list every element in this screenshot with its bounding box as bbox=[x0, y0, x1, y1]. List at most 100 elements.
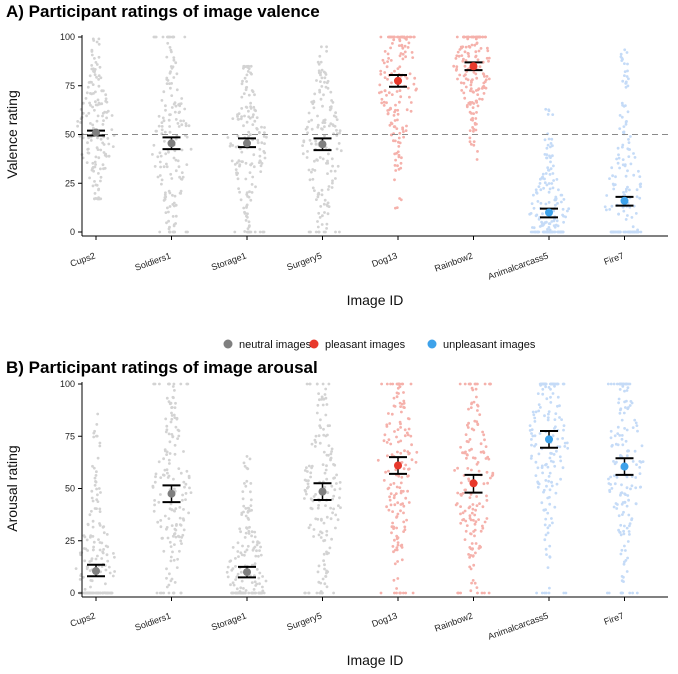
raw-point-storage1 bbox=[245, 80, 249, 83]
raw-point-fire7 bbox=[621, 143, 625, 147]
raw-point-animalcarcass5 bbox=[547, 109, 551, 113]
raw-point-cups2 bbox=[101, 525, 105, 529]
raw-point-surgery5 bbox=[323, 471, 327, 475]
raw-point-fire7 bbox=[627, 155, 631, 159]
raw-point-fire7 bbox=[626, 386, 630, 390]
raw-point-storage1 bbox=[261, 575, 264, 578]
raw-point-dog13 bbox=[401, 127, 405, 131]
raw-point-rainbow2 bbox=[467, 553, 470, 556]
raw-point-soldiers1 bbox=[179, 539, 183, 543]
raw-point-surgery5 bbox=[322, 93, 325, 97]
raw-point-animalcarcass5 bbox=[546, 465, 550, 469]
raw-point-surgery5 bbox=[338, 131, 341, 135]
raw-point-soldiers1 bbox=[169, 559, 173, 563]
raw-point-soldiers1 bbox=[180, 171, 184, 175]
raw-point-dog13 bbox=[395, 591, 398, 595]
raw-point-dog13 bbox=[402, 399, 406, 403]
raw-point-cups2 bbox=[98, 444, 102, 448]
raw-point-surgery5 bbox=[304, 490, 308, 493]
raw-point-cups2 bbox=[86, 565, 89, 569]
raw-point-cups2 bbox=[96, 197, 100, 201]
raw-point-soldiers1 bbox=[152, 509, 156, 513]
raw-point-soldiers1 bbox=[162, 199, 166, 202]
raw-point-animalcarcass5 bbox=[566, 446, 570, 450]
raw-point-surgery5 bbox=[324, 575, 328, 578]
raw-point-soldiers1 bbox=[178, 175, 182, 179]
raw-point-animalcarcass5 bbox=[552, 460, 555, 464]
raw-point-fire7 bbox=[623, 48, 627, 52]
raw-point-soldiers1 bbox=[163, 193, 167, 197]
raw-point-soldiers1 bbox=[165, 585, 169, 589]
raw-point-cups2 bbox=[99, 148, 103, 152]
raw-point-storage1 bbox=[245, 455, 249, 458]
raw-point-dog13 bbox=[408, 95, 411, 99]
raw-point-cups2 bbox=[90, 509, 93, 513]
raw-point-surgery5 bbox=[323, 76, 327, 80]
raw-point-storage1 bbox=[243, 230, 247, 233]
raw-point-fire7 bbox=[635, 424, 639, 427]
raw-point-rainbow2 bbox=[482, 81, 486, 85]
raw-point-dog13 bbox=[380, 97, 384, 101]
raw-point-cups2 bbox=[93, 73, 97, 77]
raw-point-soldiers1 bbox=[182, 119, 186, 123]
raw-point-rainbow2 bbox=[468, 514, 472, 518]
raw-point-surgery5 bbox=[332, 463, 335, 466]
raw-point-fire7 bbox=[625, 504, 629, 508]
raw-point-dog13 bbox=[392, 114, 396, 117]
raw-point-dog13 bbox=[397, 153, 401, 157]
raw-point-soldiers1 bbox=[167, 227, 171, 231]
raw-point-dog13 bbox=[383, 76, 387, 79]
raw-point-dog13 bbox=[383, 433, 387, 437]
raw-point-fire7 bbox=[623, 163, 627, 167]
raw-point-surgery5 bbox=[333, 124, 337, 128]
raw-point-rainbow2 bbox=[472, 112, 475, 115]
raw-point-cups2 bbox=[92, 591, 96, 595]
raw-point-animalcarcass5 bbox=[544, 382, 548, 386]
raw-point-surgery5 bbox=[326, 188, 330, 191]
raw-point-soldiers1 bbox=[162, 119, 166, 123]
raw-point-rainbow2 bbox=[469, 89, 472, 93]
raw-point-cups2 bbox=[91, 37, 95, 41]
raw-point-cups2 bbox=[90, 579, 94, 583]
legend-label-pleasant: pleasant images bbox=[325, 339, 406, 351]
raw-point-rainbow2 bbox=[464, 85, 468, 89]
raw-point-animalcarcass5 bbox=[541, 382, 545, 386]
raw-point-animalcarcass5 bbox=[547, 190, 551, 194]
raw-point-surgery5 bbox=[323, 567, 326, 571]
raw-point-cups2 bbox=[90, 557, 94, 560]
raw-point-cups2 bbox=[91, 464, 94, 468]
raw-point-storage1 bbox=[258, 549, 261, 552]
raw-point-soldiers1 bbox=[172, 591, 176, 595]
x-tick-label-cups2: Cups2 bbox=[69, 250, 97, 268]
raw-point-surgery5 bbox=[316, 125, 320, 129]
raw-point-rainbow2 bbox=[488, 382, 491, 386]
raw-point-dog13 bbox=[393, 430, 396, 433]
raw-point-soldiers1 bbox=[155, 591, 159, 595]
raw-point-rainbow2 bbox=[472, 102, 476, 105]
raw-point-soldiers1 bbox=[167, 382, 171, 386]
raw-point-animalcarcass5 bbox=[548, 502, 552, 506]
raw-point-surgery5 bbox=[319, 60, 323, 64]
raw-point-storage1 bbox=[250, 72, 253, 76]
raw-point-rainbow2 bbox=[459, 505, 462, 508]
raw-point-dog13 bbox=[396, 541, 400, 544]
raw-point-soldiers1 bbox=[158, 174, 162, 177]
raw-point-soldiers1 bbox=[168, 572, 171, 576]
raw-point-soldiers1 bbox=[159, 525, 163, 529]
raw-point-dog13 bbox=[399, 509, 402, 513]
raw-point-dog13 bbox=[401, 382, 405, 386]
raw-point-surgery5 bbox=[329, 506, 332, 510]
raw-point-storage1 bbox=[245, 206, 248, 209]
raw-point-storage1 bbox=[243, 591, 247, 595]
raw-point-animalcarcass5 bbox=[543, 181, 547, 185]
raw-point-cups2 bbox=[97, 187, 101, 191]
raw-point-soldiers1 bbox=[173, 194, 177, 198]
raw-point-rainbow2 bbox=[478, 65, 482, 69]
raw-point-fire7 bbox=[603, 205, 607, 209]
raw-point-surgery5 bbox=[332, 507, 335, 511]
raw-point-storage1 bbox=[245, 203, 249, 207]
raw-point-fire7 bbox=[606, 591, 609, 595]
raw-point-dog13 bbox=[388, 123, 392, 127]
raw-point-fire7 bbox=[622, 125, 626, 128]
